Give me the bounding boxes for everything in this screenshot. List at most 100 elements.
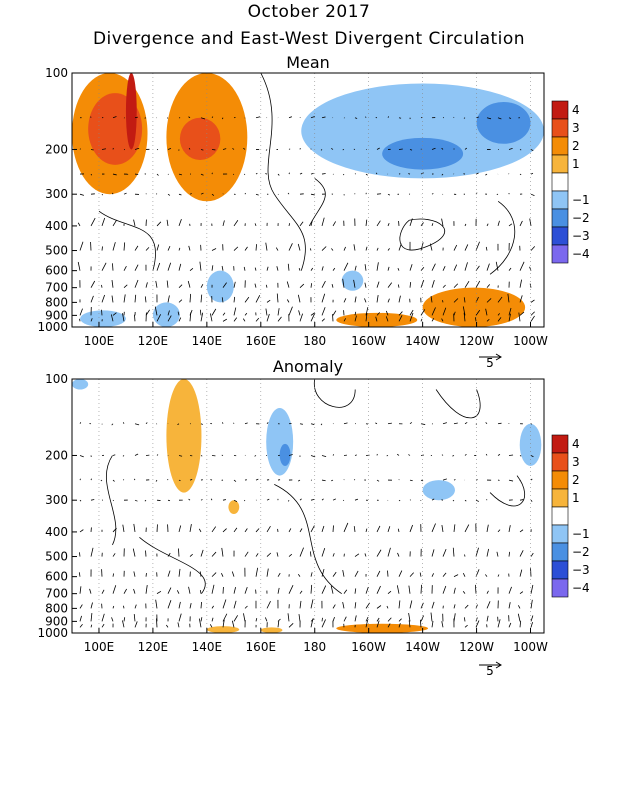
wind-arrow [198,528,202,533]
wind-arrow [178,317,182,322]
wind-arrow [101,294,105,303]
wind-arrow [189,268,194,271]
wind-arrow [177,423,180,426]
wind-arrow [398,618,402,622]
wind-arrow [310,498,315,501]
wind-arrow [365,619,369,628]
colorbar-label: −4 [572,247,590,261]
wind-arrow [178,568,181,577]
wind-arrow [90,624,93,628]
wind-arrow [396,585,400,594]
wind-arrow [496,551,499,557]
wind-arrow [189,193,192,195]
wind-arrow [365,246,368,251]
wind-arrow [420,172,424,175]
wind-arrow [264,617,268,622]
wind-arrow [255,193,259,196]
wind-arrow [464,524,470,533]
wind-arrow [508,117,512,119]
wind-arrow [112,605,115,609]
wind-arrow [386,605,389,609]
wind-arrow [430,612,433,622]
wind-arrow [188,586,191,594]
wind-arrow [385,310,389,316]
contour-line [489,475,526,507]
wind-arrow [431,523,436,533]
divergence-region [519,423,542,466]
wind-arrow [199,309,202,316]
divergence-region [301,83,544,179]
wind-arrow [431,601,435,609]
wind-arrow [519,220,523,227]
wind-arrow [133,588,136,594]
colorbar-swatch [551,578,569,598]
wind-arrow [178,455,183,457]
wind-arrow [453,311,456,316]
wind-arrow [441,621,444,628]
wind-arrow [376,620,380,628]
wind-arrow [178,219,182,227]
wind-arrow [486,284,491,288]
y-tick-label: 1000 [37,626,68,640]
plot-frame [71,378,545,634]
wind-arrow [420,242,424,251]
wind-arrow [365,219,368,226]
wind-arrow [90,547,94,557]
y-tick-label: 200 [45,448,68,462]
y-tick-label: 300 [45,187,68,201]
contour-line [274,484,342,594]
wind-arrow [376,312,381,316]
wind-arrow [464,454,467,456]
wind-arrow [200,192,204,195]
wind-arrow [485,422,488,425]
wind-arrow [277,587,280,594]
wind-arrow [397,284,400,288]
wind-arrow [497,313,500,316]
wind-arrow [354,311,357,316]
colorbar-mean: 4 3 2 1 −1 −2 −3 −4 [551,100,590,264]
wind-arrow [376,525,381,533]
wind-arrow [309,551,312,557]
divergence-region [422,480,455,501]
wind-arrow [200,601,202,609]
y-tick-label: 900 [45,614,68,628]
wind-arrow [134,499,138,502]
wind-arrow [321,498,324,501]
x-tick-label: 160E [246,640,277,654]
wind-arrow [266,568,269,577]
y-tick-label: 500 [45,550,68,564]
wind-arrow [288,223,291,227]
colorbar-label: 4 [572,437,580,451]
wind-arrow [123,284,128,288]
plot-frame [71,72,545,328]
wind-arrow [211,193,215,196]
wind-arrow [431,307,436,316]
wind-arrow [145,282,148,288]
wind-arrow [441,173,444,176]
wind-arrow [156,262,161,271]
wind-arrow [331,479,334,482]
wind-arrow [486,223,489,227]
wind-arrow [221,117,224,120]
wind-arrow [200,312,204,322]
wind-arrow [431,573,434,577]
wind-arrow [122,422,125,424]
wind-arrow [462,306,466,316]
x-tick-label: 120E [138,334,169,348]
wind-arrow [330,585,334,594]
wind-arrow [375,316,378,322]
wind-arrow [464,499,467,502]
wind-arrow [255,618,258,622]
colorbar-label: −4 [572,581,590,595]
wind-arrow [508,147,513,150]
wind-arrow [222,422,224,424]
wind-arrow [176,590,180,594]
wind-arrow [167,587,172,594]
wind-arrow [530,621,533,628]
wind-arrow [233,246,239,251]
wind-arrow [310,283,313,288]
contour-line [489,200,516,275]
wind-arrow [353,479,356,481]
wind-arrow [519,455,522,457]
